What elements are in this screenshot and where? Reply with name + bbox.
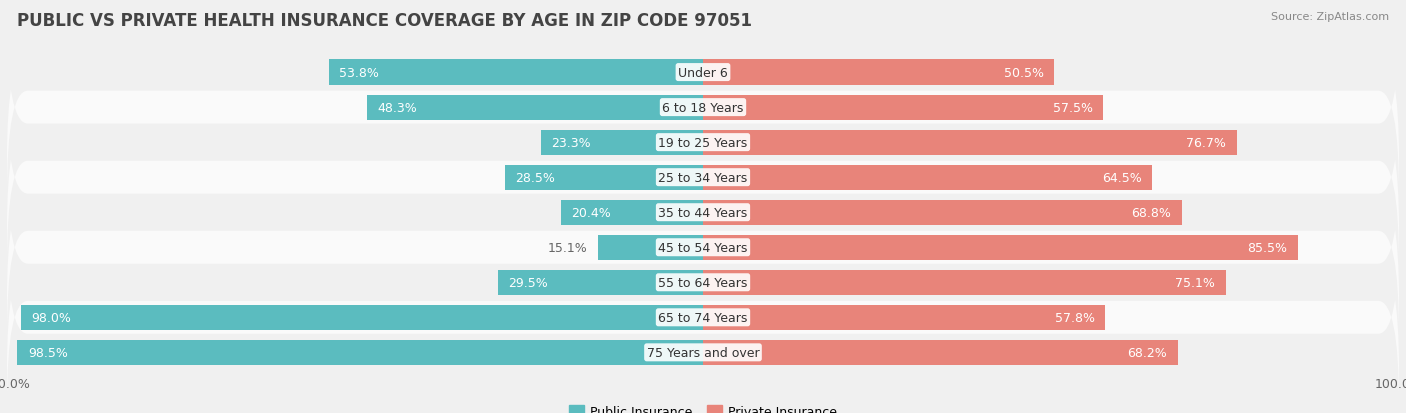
Text: 57.5%: 57.5% [1053, 101, 1092, 114]
FancyBboxPatch shape [7, 0, 1399, 161]
Bar [17, 340, 703, 365]
Bar [703, 60, 1054, 85]
Bar [703, 130, 1237, 155]
Bar [367, 95, 703, 121]
FancyBboxPatch shape [7, 89, 1399, 266]
Text: 68.8%: 68.8% [1132, 206, 1171, 219]
Bar [21, 305, 703, 330]
Text: 25 to 34 Years: 25 to 34 Years [658, 171, 748, 184]
Text: 75.1%: 75.1% [1175, 276, 1215, 289]
Bar [703, 340, 1178, 365]
FancyBboxPatch shape [7, 124, 1399, 301]
Text: 48.3%: 48.3% [377, 101, 418, 114]
Text: PUBLIC VS PRIVATE HEALTH INSURANCE COVERAGE BY AGE IN ZIP CODE 97051: PUBLIC VS PRIVATE HEALTH INSURANCE COVER… [17, 12, 752, 30]
FancyBboxPatch shape [7, 194, 1399, 371]
Text: 57.8%: 57.8% [1054, 311, 1095, 324]
Text: 35 to 44 Years: 35 to 44 Years [658, 206, 748, 219]
Text: Under 6: Under 6 [678, 66, 728, 79]
Text: 98.5%: 98.5% [28, 346, 67, 359]
Text: 23.3%: 23.3% [551, 136, 591, 149]
FancyBboxPatch shape [7, 55, 1399, 231]
Text: 15.1%: 15.1% [548, 241, 588, 254]
Bar [541, 130, 703, 155]
Bar [703, 305, 1105, 330]
Bar [703, 270, 1226, 295]
Bar [598, 235, 703, 260]
Text: 75 Years and over: 75 Years and over [647, 346, 759, 359]
FancyBboxPatch shape [7, 159, 1399, 336]
Text: 64.5%: 64.5% [1102, 171, 1142, 184]
Bar [561, 200, 703, 225]
Text: 19 to 25 Years: 19 to 25 Years [658, 136, 748, 149]
Text: 65 to 74 Years: 65 to 74 Years [658, 311, 748, 324]
Legend: Public Insurance, Private Insurance: Public Insurance, Private Insurance [564, 400, 842, 413]
Text: 6 to 18 Years: 6 to 18 Years [662, 101, 744, 114]
Text: 98.0%: 98.0% [31, 311, 72, 324]
Text: 28.5%: 28.5% [515, 171, 555, 184]
Bar [703, 200, 1182, 225]
Text: 55 to 64 Years: 55 to 64 Years [658, 276, 748, 289]
Text: 45 to 54 Years: 45 to 54 Years [658, 241, 748, 254]
Text: 29.5%: 29.5% [508, 276, 548, 289]
Bar [505, 165, 703, 190]
Text: 53.8%: 53.8% [339, 66, 378, 79]
FancyBboxPatch shape [7, 264, 1399, 413]
Text: 76.7%: 76.7% [1187, 136, 1226, 149]
Bar [703, 235, 1298, 260]
Text: Source: ZipAtlas.com: Source: ZipAtlas.com [1271, 12, 1389, 22]
FancyBboxPatch shape [7, 229, 1399, 406]
Text: 50.5%: 50.5% [1004, 66, 1045, 79]
Bar [703, 165, 1152, 190]
Bar [329, 60, 703, 85]
Text: 20.4%: 20.4% [571, 206, 612, 219]
FancyBboxPatch shape [7, 19, 1399, 196]
Text: 68.2%: 68.2% [1128, 346, 1167, 359]
Bar [703, 95, 1104, 121]
Text: 85.5%: 85.5% [1247, 241, 1288, 254]
Bar [498, 270, 703, 295]
